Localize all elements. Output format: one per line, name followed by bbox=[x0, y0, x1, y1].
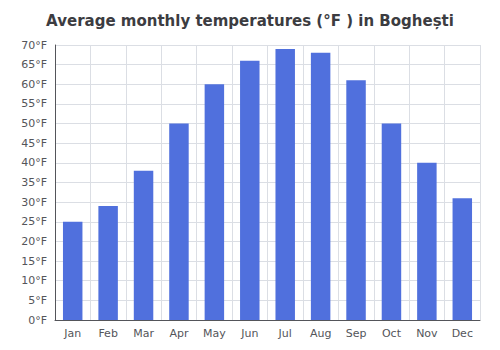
svg-text:70°F: 70°F bbox=[21, 39, 47, 52]
svg-text:30°F: 30°F bbox=[21, 196, 47, 209]
svg-text:15°F: 15°F bbox=[21, 255, 47, 268]
svg-text:60°F: 60°F bbox=[21, 78, 47, 91]
svg-text:Nov: Nov bbox=[416, 327, 438, 340]
svg-text:10°F: 10°F bbox=[21, 274, 47, 287]
svg-text:Oct: Oct bbox=[382, 327, 402, 340]
svg-text:Jan: Jan bbox=[63, 327, 81, 340]
svg-text:Mar: Mar bbox=[133, 327, 154, 340]
svg-text:50°F: 50°F bbox=[21, 117, 47, 130]
svg-text:40°F: 40°F bbox=[21, 156, 47, 169]
svg-text:25°F: 25°F bbox=[21, 215, 47, 228]
svg-text:35°F: 35°F bbox=[21, 176, 47, 189]
svg-text:45°F: 45°F bbox=[21, 137, 47, 150]
svg-text:5°F: 5°F bbox=[28, 294, 47, 307]
svg-text:Average monthly temperatures (: Average monthly temperatures (°F ) in Bo… bbox=[46, 12, 454, 30]
svg-text:Jul: Jul bbox=[278, 327, 292, 340]
svg-text:55°F: 55°F bbox=[21, 97, 47, 110]
svg-text:Apr: Apr bbox=[169, 327, 189, 340]
svg-text:May: May bbox=[203, 327, 226, 340]
svg-text:Sep: Sep bbox=[346, 327, 367, 340]
svg-text:20°F: 20°F bbox=[21, 235, 47, 248]
svg-text:65°F: 65°F bbox=[21, 58, 47, 71]
svg-text:Jun: Jun bbox=[240, 327, 258, 340]
svg-text:Dec: Dec bbox=[452, 327, 473, 340]
svg-text:Feb: Feb bbox=[98, 327, 117, 340]
svg-text:Aug: Aug bbox=[310, 327, 331, 340]
svg-text:0°F: 0°F bbox=[28, 314, 47, 327]
